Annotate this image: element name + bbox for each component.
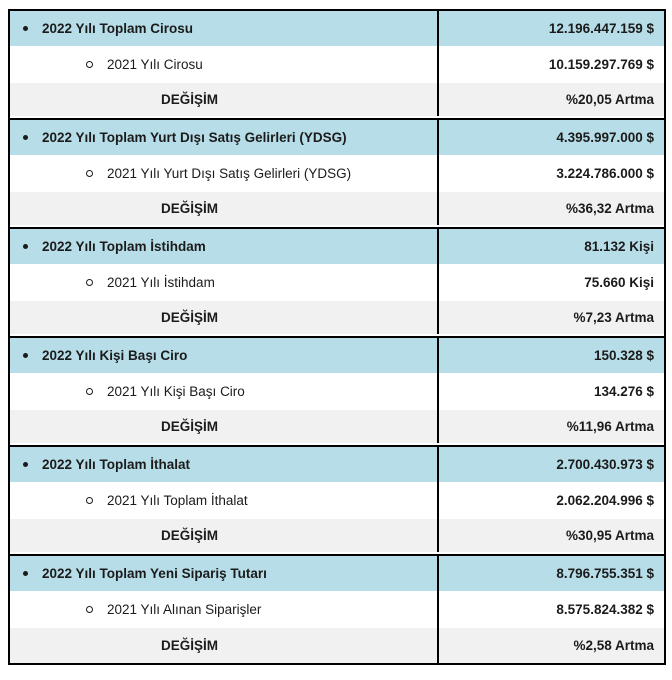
metric-2022-label-cell: 2022 Yılı Toplam İstihdam [10,229,439,264]
metric-2022-value: 2.700.430.973 $ [556,457,654,472]
metric-group: 2022 Yılı Toplam Yurt Dışı Satış Gelirle… [10,120,664,229]
hollow-circle-bullet-icon [86,170,93,177]
change-value: %36,32 Artma [565,201,654,216]
metric-2021-value: 2.062.204.996 $ [556,493,654,508]
metric-2021-value: 10.159.297.769 $ [548,57,654,72]
metric-2022-label: 2022 Yılı Toplam İstihdam [42,239,206,254]
change-label: DEĞİŞİM [10,301,439,334]
change-row: DEĞİŞİM %7,23 Artma [10,301,664,336]
metric-2022-value: 150.328 $ [593,348,654,363]
hollow-circle-bullet-icon [86,606,93,613]
metric-2021-label-cell: 2021 Yılı İstihdam [10,264,439,301]
hollow-circle-bullet-icon [86,497,93,504]
metric-2022-row: 2022 Yılı Toplam Yeni Sipariş Tutarı 8.7… [10,556,664,591]
filled-dot-bullet-icon [23,353,28,358]
metric-2021-value: 8.575.824.382 $ [556,602,654,617]
metric-2021-label: 2021 Yılı Alınan Siparişler [107,602,262,617]
change-label: DEĞİŞİM [10,83,439,116]
metric-2021-row: 2021 Yılı Kişi Başı Ciro 134.276 $ [10,373,664,410]
metric-group: 2022 Yılı Toplam Cirosu 12.196.447.159 $… [10,11,664,120]
metric-2021-label-cell: 2021 Yılı Alınan Siparişler [10,591,439,628]
change-label: DEĞİŞİM [10,628,439,663]
metric-2021-label: 2021 Yılı Toplam İthalat [107,493,248,508]
metric-2021-label-cell: 2021 Yılı Yurt Dışı Satış Gelirleri (YDS… [10,155,439,192]
metric-group: 2022 Yılı Toplam İthalat 2.700.430.973 $… [10,447,664,556]
metric-2022-label: 2022 Yılı Toplam Yeni Sipariş Tutarı [42,566,267,581]
metric-2021-row: 2021 Yılı Yurt Dışı Satış Gelirleri (YDS… [10,155,664,192]
change-row: DEĞİŞİM %30,95 Artma [10,519,664,554]
metric-group: 2022 Yılı Toplam İstihdam 81.132 Kişi 20… [10,229,664,338]
metric-2022-label-cell: 2022 Yılı Toplam Yurt Dışı Satış Gelirle… [10,120,439,155]
change-value: %30,95 Artma [565,528,654,543]
metric-2022-label-cell: 2022 Yılı Toplam Yeni Sipariş Tutarı [10,556,439,591]
metric-2022-row: 2022 Yılı Toplam İthalat 2.700.430.973 $ [10,447,664,482]
metric-2021-label: 2021 Yılı Yurt Dışı Satış Gelirleri (YDS… [107,166,352,181]
metric-2022-row: 2022 Yılı Kişi Başı Ciro 150.328 $ [10,338,664,373]
metric-group: 2022 Yılı Toplam Yeni Sipariş Tutarı 8.7… [10,556,664,663]
change-row: DEĞİŞİM %11,96 Artma [10,410,664,445]
metric-2022-row: 2022 Yılı Toplam Yurt Dışı Satış Gelirle… [10,120,664,155]
filled-dot-bullet-icon [23,244,28,249]
filled-dot-bullet-icon [23,462,28,467]
change-label: DEĞİŞİM [10,410,439,443]
change-label: DEĞİŞİM [10,519,439,552]
change-label: DEĞİŞİM [10,192,439,225]
change-value: %11,96 Artma [566,419,654,434]
change-value: %7,23 Artma [573,310,654,325]
metric-2021-label: 2021 Yılı Cirosu [107,57,203,72]
hollow-circle-bullet-icon [86,279,93,286]
change-row: DEĞİŞİM %2,58 Artma [10,628,664,663]
metric-2021-row: 2021 Yılı Alınan Siparişler 8.575.824.38… [10,591,664,628]
metric-2022-label: 2022 Yılı Toplam Cirosu [42,21,194,36]
metric-2021-row: 2021 Yılı İstihdam 75.660 Kişi [10,264,664,301]
metric-2021-row: 2021 Yılı Cirosu 10.159.297.769 $ [10,46,664,83]
metric-2021-label: 2021 Yılı İstihdam [107,275,215,290]
metric-2021-label-cell: 2021 Yılı Cirosu [10,46,439,83]
metric-2022-value: 12.196.447.159 $ [548,21,654,36]
filled-dot-bullet-icon [23,571,28,576]
filled-dot-bullet-icon [23,26,28,31]
statistics-table: 2022 Yılı Toplam Cirosu 12.196.447.159 $… [8,9,666,665]
metric-2022-label-cell: 2022 Yılı Toplam Cirosu [10,11,439,46]
metric-2021-value: 75.660 Kişi [584,275,654,290]
metric-2021-label-cell: 2021 Yılı Toplam İthalat [10,482,439,519]
metric-2022-row: 2022 Yılı Toplam Cirosu 12.196.447.159 $ [10,11,664,46]
metric-2021-value: 3.224.786.000 $ [556,166,654,181]
hollow-circle-bullet-icon [86,61,93,68]
metric-2021-row: 2021 Yılı Toplam İthalat 2.062.204.996 $ [10,482,664,519]
change-value: %20,05 Artma [565,92,654,107]
metric-2022-value: 8.796.755.351 $ [556,566,654,581]
metric-2022-label: 2022 Yılı Toplam İthalat [42,457,191,472]
change-row: DEĞİŞİM %36,32 Artma [10,192,664,227]
metric-2022-value: 4.395.997.000 $ [556,130,654,145]
hollow-circle-bullet-icon [86,388,93,395]
metric-group: 2022 Yılı Kişi Başı Ciro 150.328 $ 2021 … [10,338,664,447]
metric-2022-label-cell: 2022 Yılı Kişi Başı Ciro [10,338,439,373]
metric-2021-label: 2021 Yılı Kişi Başı Ciro [107,384,245,399]
metric-2021-value: 134.276 $ [593,384,654,399]
change-row: DEĞİŞİM %20,05 Artma [10,83,664,118]
metric-2021-label-cell: 2021 Yılı Kişi Başı Ciro [10,373,439,410]
metric-2022-label: 2022 Yılı Toplam Yurt Dışı Satış Gelirle… [42,130,347,145]
filled-dot-bullet-icon [23,135,28,140]
metric-2022-label: 2022 Yılı Kişi Başı Ciro [42,348,188,363]
metric-2022-row: 2022 Yılı Toplam İstihdam 81.132 Kişi [10,229,664,264]
metric-2022-label-cell: 2022 Yılı Toplam İthalat [10,447,439,482]
metric-2022-value: 81.132 Kişi [584,239,654,254]
change-value: %2,58 Artma [573,638,654,653]
